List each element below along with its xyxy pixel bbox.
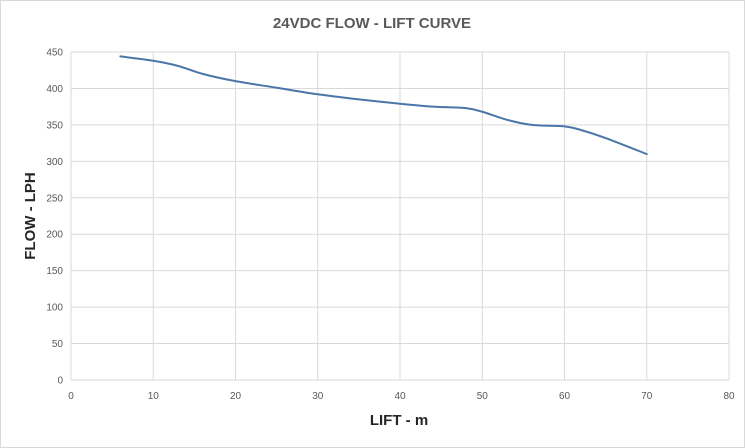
y-tick-0: 0 <box>57 376 63 387</box>
y-tick-200: 200 <box>46 230 63 241</box>
y-tick-labels: 0 50 100 150 200 250 300 350 400 450 <box>46 48 63 387</box>
chart-title: 24VDC FLOW - LIFT CURVE <box>273 15 471 32</box>
series-line-0 <box>119 55 648 156</box>
series-group <box>119 55 648 156</box>
x-tick-70: 70 <box>641 391 653 402</box>
y-tick-450: 450 <box>46 48 63 59</box>
x-axis-title: LIFT - m <box>370 412 428 429</box>
x-tick-0: 0 <box>68 391 74 402</box>
x-tick-10: 10 <box>148 391 160 402</box>
y-tick-400: 400 <box>46 84 63 95</box>
y-tick-350: 350 <box>46 120 63 131</box>
x-tick-50: 50 <box>477 391 489 402</box>
y-tick-250: 250 <box>46 193 63 204</box>
grid <box>70 51 730 381</box>
y-axis-title: FLOW - LPH <box>22 172 39 259</box>
y-tick-50: 50 <box>52 339 64 350</box>
x-tick-20: 20 <box>230 391 242 402</box>
y-tick-300: 300 <box>46 157 63 168</box>
x-tick-40: 40 <box>394 391 406 402</box>
x-tick-30: 30 <box>312 391 324 402</box>
y-tick-150: 150 <box>46 266 63 277</box>
y-tick-100: 100 <box>46 303 63 314</box>
x-tick-60: 60 <box>559 391 571 402</box>
x-tick-labels: 0 10 20 30 40 50 60 70 80 <box>68 391 735 402</box>
x-tick-80: 80 <box>723 391 735 402</box>
